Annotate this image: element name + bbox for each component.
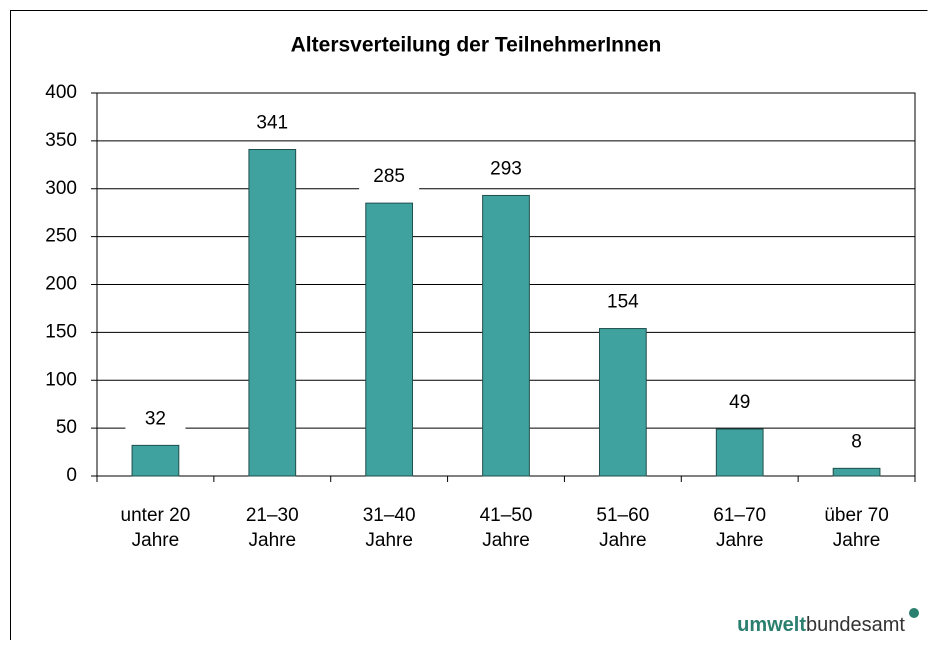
data-label: 341: [256, 113, 288, 134]
x-tick-label: Jahre: [365, 530, 413, 551]
y-tick-label: 200: [45, 274, 77, 295]
x-tick-label: Jahre: [833, 530, 881, 551]
bar: [248, 148, 297, 477]
y-tick-label: 400: [45, 82, 77, 103]
data-label: 293: [490, 158, 522, 179]
data-label-bg: [125, 406, 186, 433]
bar: [715, 428, 764, 477]
x-tick-label: Jahre: [249, 530, 297, 551]
x-tick-label: 61–70: [713, 505, 766, 526]
bar: [598, 328, 647, 477]
bar: [832, 467, 881, 477]
frame: [10, 10, 928, 640]
y-tick-label: 50: [56, 417, 77, 438]
x-tick-label: 41–50: [480, 505, 533, 526]
chart-title: Altersverteilung der TeilnehmerInnen: [291, 34, 662, 57]
y-tick-label: 150: [45, 321, 77, 342]
logo: umweltbundesamt: [737, 614, 905, 636]
bar: [365, 202, 414, 477]
data-label-bg: [359, 164, 420, 191]
data-label: 49: [729, 392, 750, 413]
data-label-bg: [476, 156, 536, 183]
data-label: 32: [145, 408, 166, 429]
x-tick-label: 21–30: [246, 505, 299, 526]
data-label-bg: [242, 110, 303, 137]
data-label-bg: [709, 390, 770, 417]
data-label: 154: [607, 292, 639, 313]
data-label-bg: [592, 289, 653, 316]
logo-icon: [909, 608, 919, 618]
x-tick-label: 51–60: [596, 505, 649, 526]
x-tick-label: Jahre: [599, 530, 647, 551]
y-tick-label: 350: [45, 130, 77, 151]
x-tick-label: Jahre: [132, 530, 180, 551]
y-tick-label: 300: [45, 178, 77, 199]
x-tick-label: Jahre: [716, 530, 764, 551]
x-tick-label: über 70: [824, 505, 888, 526]
x-tick-label: Jahre: [482, 530, 530, 551]
data-label: 8: [851, 431, 862, 452]
y-tick-label: 100: [45, 369, 77, 390]
y-tick-label: 0: [66, 465, 77, 486]
bar: [131, 444, 180, 477]
x-tick-label: 31–40: [363, 505, 416, 526]
y-tick-label: 250: [45, 226, 77, 247]
x-tick-label: unter 20: [121, 505, 191, 526]
data-label: 285: [373, 166, 405, 187]
bar: [482, 194, 530, 477]
data-label-bg: [826, 429, 887, 456]
